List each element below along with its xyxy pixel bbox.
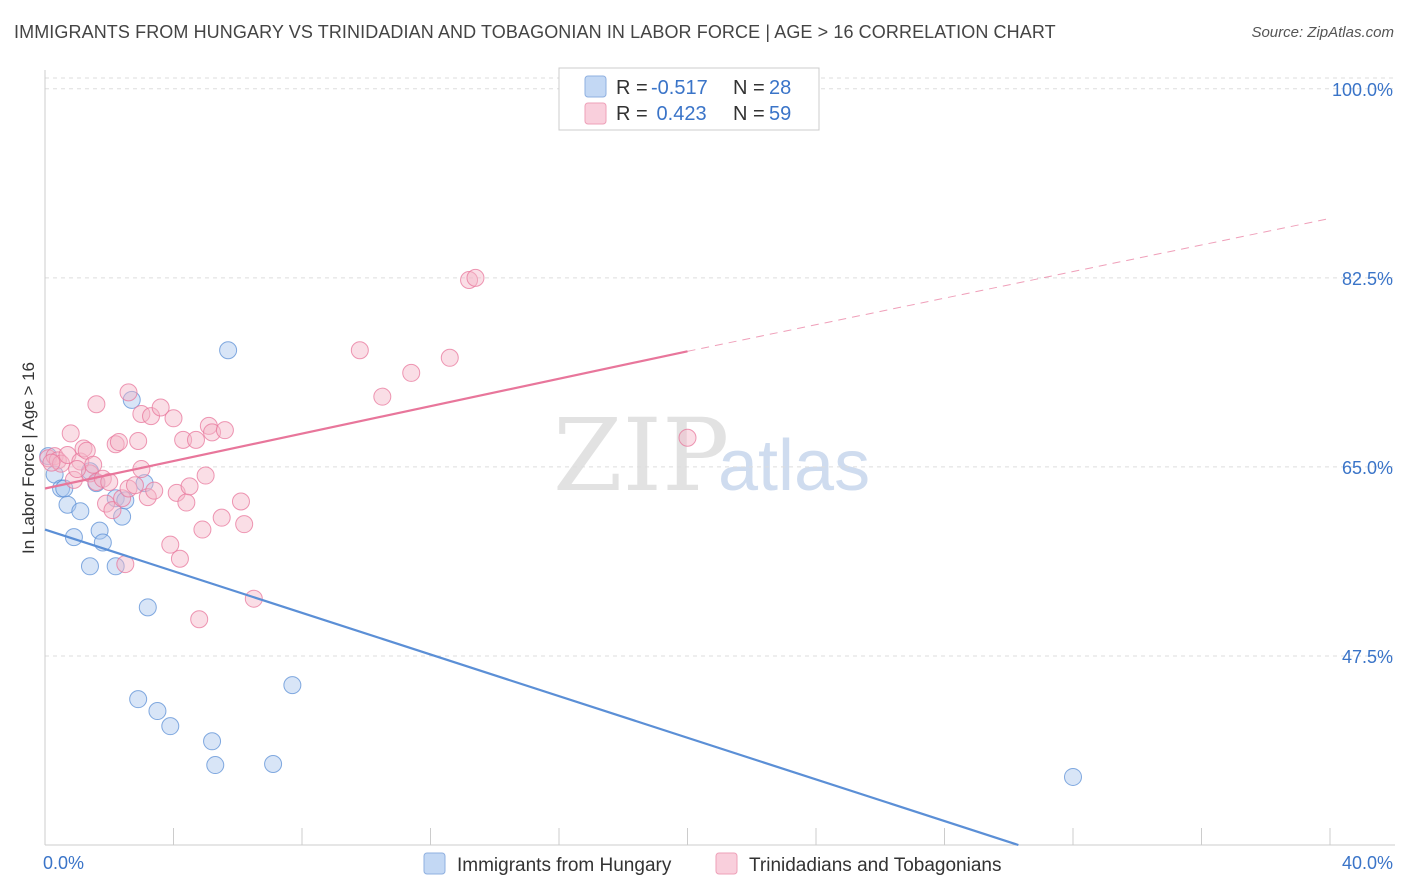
trend-lines: [44, 217, 1331, 847]
point-1-25: [129, 431, 148, 450]
chart-title: IMMIGRANTS FROM HUNGARY VS TRINIDADIAN A…: [14, 22, 1056, 42]
legend-n-value-1: 28: [769, 77, 791, 99]
point-1-15: [97, 494, 116, 513]
point-0-23: [206, 756, 225, 775]
y-tick-label-1: 82.5%: [1342, 269, 1393, 289]
watermark-zip: ZIP: [553, 397, 729, 514]
point-0-26: [283, 676, 302, 695]
series-legend: Immigrants from Hungary Trinidadians and…: [423, 852, 1001, 876]
bottom-legend-swatch-hungary: [423, 852, 446, 875]
correlation-legend: R = -0.517 N = 28 R = 0.423 N = 59: [558, 67, 820, 131]
bottom-legend-label-trinidad: Trinidadians and Tobagonians: [749, 855, 1001, 876]
legend-r-label-2: R =: [616, 103, 648, 125]
point-1-2: [48, 451, 67, 470]
point-1-17: [103, 501, 122, 520]
point-1-50: [373, 387, 392, 406]
point-1-40: [193, 520, 212, 539]
point-1-29: [145, 481, 164, 500]
point-1-13: [87, 395, 106, 414]
point-1-30: [151, 398, 170, 417]
bottom-legend-label-hungary: Immigrants from Hungary: [457, 855, 672, 876]
x-tick-label-max: 40.0%: [1342, 853, 1393, 873]
trend-line-extension-1: [687, 217, 1331, 352]
y-tick-label-2: 65.0%: [1342, 458, 1393, 478]
point-1-38: [186, 430, 205, 449]
point-1-19: [109, 433, 128, 452]
point-0-6: [71, 502, 90, 521]
point-1-51: [402, 363, 421, 382]
point-1-46: [231, 492, 250, 511]
point-1-20: [113, 489, 132, 508]
bottom-legend-swatch-trinidad: [715, 852, 738, 875]
point-1-31: [161, 535, 180, 554]
point-1-52: [440, 348, 459, 367]
point-1-41: [196, 466, 215, 485]
legend-n-label-1: N =: [733, 77, 765, 99]
point-1-16: [100, 473, 119, 492]
legend-n-value-2: 59: [769, 103, 791, 125]
point-0-21: [161, 717, 180, 736]
point-0-20: [148, 702, 167, 721]
point-1-53: [460, 271, 479, 290]
point-0-24: [219, 341, 238, 360]
y-tick-label-3: 47.5%: [1342, 647, 1393, 667]
point-1-8: [74, 439, 93, 458]
source-credit: Source: ZipAtlas.com: [1251, 24, 1394, 41]
point-1-57: [42, 453, 61, 472]
legend-swatch-trinidad: [584, 102, 607, 125]
trend-line-1: [44, 350, 688, 490]
point-1-27: [138, 488, 157, 507]
point-1-36: [177, 493, 196, 512]
data-points: [39, 268, 1082, 786]
point-0-27: [1064, 767, 1082, 786]
y-axis-label: In Labor Force | Age > 16: [19, 362, 38, 554]
y-tick-labels: 100.0% 82.5% 65.0% 47.5%: [1332, 80, 1393, 667]
point-1-32: [164, 409, 183, 428]
point-0-8: [80, 557, 99, 576]
point-0-19: [129, 690, 148, 709]
point-1-48: [244, 589, 263, 608]
legend-swatch-hungary: [584, 75, 607, 98]
y-tick-label-0: 100.0%: [1332, 80, 1393, 100]
point-1-44: [212, 508, 231, 527]
point-0-10: [90, 521, 109, 540]
legend-n-label-2: N =: [733, 103, 765, 125]
point-1-24: [125, 476, 144, 495]
point-1-39: [190, 610, 209, 629]
point-1-55: [678, 428, 697, 447]
legend-r-value-2: 0.423: [651, 103, 707, 125]
point-1-5: [61, 424, 80, 443]
point-1-47: [235, 515, 254, 534]
point-1-49: [350, 341, 369, 360]
x-tick-label-min: 0.0%: [43, 853, 84, 873]
x-ticks: [44, 828, 1331, 845]
point-0-15: [116, 491, 135, 510]
point-1-45: [215, 421, 234, 440]
series-1-points: [39, 268, 697, 629]
point-1-54: [466, 268, 485, 287]
trend-line-0: [44, 528, 1019, 847]
point-1-18: [106, 435, 125, 454]
point-1-37: [180, 477, 199, 496]
legend-r-label-1: R =: [616, 77, 648, 99]
point-1-58: [68, 460, 87, 479]
point-0-22: [203, 732, 222, 751]
legend-r-value-1: -0.517: [651, 77, 708, 99]
point-1-35: [174, 430, 193, 449]
point-0-25: [264, 754, 283, 773]
point-0-18: [138, 598, 157, 617]
point-1-34: [170, 549, 189, 568]
grid: [45, 77, 1395, 657]
watermark-atlas: atlas: [718, 426, 870, 506]
point-1-23: [119, 383, 138, 402]
